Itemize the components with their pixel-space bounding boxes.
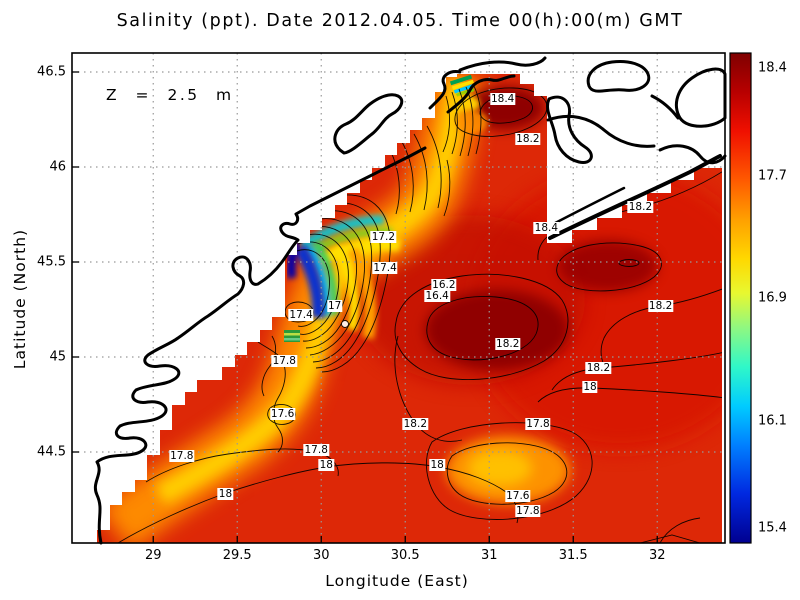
axis-tick-marks [72,71,658,543]
coastline [93,56,727,545]
colorbar [729,52,752,544]
salinity-field [97,74,722,543]
plot-frame [71,52,726,544]
